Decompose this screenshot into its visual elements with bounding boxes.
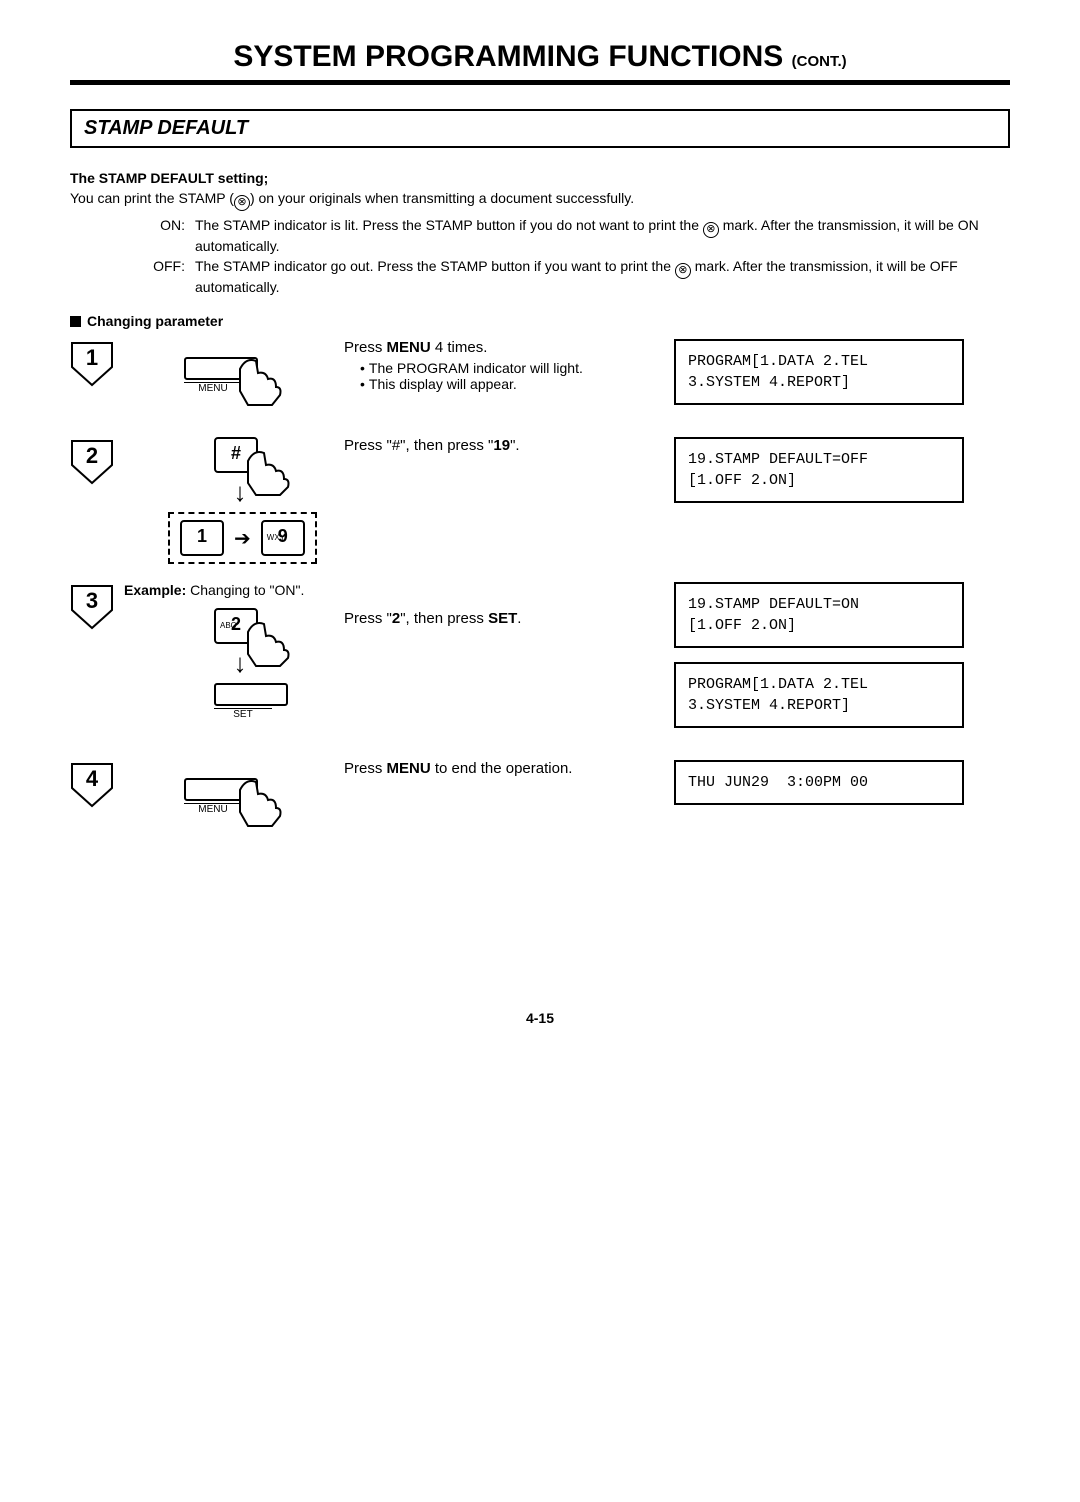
step-4-graphic: .. MENU bbox=[124, 760, 344, 830]
step-3-instruction: Press "2", then press SET. bbox=[344, 582, 674, 627]
key-2-sup: ABC bbox=[220, 612, 236, 640]
key-1-icon: 1 bbox=[180, 520, 224, 556]
page-number: 4-15 bbox=[70, 1010, 1010, 1026]
changing-heading-text: Changing parameter bbox=[87, 313, 223, 329]
step-4-instruction: Press MENU to end the operation. bbox=[344, 760, 674, 777]
step-3-row: 3 Example: Changing to "ON". ABC 2 ↓ .. … bbox=[70, 582, 1010, 742]
s4-suffix: to end the operation. bbox=[431, 760, 573, 777]
option-off-label: OFF: bbox=[130, 258, 185, 295]
key-9-sup: WXY bbox=[267, 524, 285, 552]
step-4-number: 4 bbox=[70, 766, 114, 792]
s4-prefix: Press bbox=[344, 760, 387, 777]
option-on-row: ON: The STAMP indicator is lit. Press th… bbox=[70, 217, 1010, 254]
option-off-body: The STAMP indicator go out. Press the ST… bbox=[195, 258, 1010, 295]
intro-text-b: ) on your originals when transmitting a … bbox=[250, 190, 634, 206]
page-title: SYSTEM PROGRAMMING FUNCTIONS (CONT.) bbox=[70, 40, 1010, 74]
s2-text-b: ". bbox=[510, 437, 520, 454]
section-title: STAMP DEFAULT bbox=[84, 117, 248, 139]
option-on-body: The STAMP indicator is lit. Press the ST… bbox=[195, 217, 1010, 254]
step-1-graphic: .. MENU bbox=[124, 339, 344, 409]
title-cont: (CONT.) bbox=[792, 53, 847, 70]
stamp-mark-icon: ⊗ bbox=[703, 222, 719, 238]
step-1-badge: 1 bbox=[70, 341, 114, 387]
s3-bold-2: SET bbox=[488, 610, 517, 627]
step-2-instruction: Press "#", then press "19". bbox=[344, 437, 674, 454]
step-2-row: 2 # ↓ 1 ➔ WXY 9 Press "#", then press "1… bbox=[70, 437, 1010, 564]
s3-text-b: ", then press bbox=[400, 610, 488, 627]
key-9-icon: WXY 9 bbox=[261, 520, 305, 556]
s3-example-text: Changing to "ON". bbox=[186, 582, 304, 598]
step-1-number: 1 bbox=[70, 345, 114, 371]
step-3-badge: 3 bbox=[70, 584, 114, 630]
s1-bullet-1: The PROGRAM indicator will light. bbox=[360, 360, 664, 376]
intro-text: You can print the STAMP (⊗) on your orig… bbox=[70, 190, 1010, 211]
step-2-number: 2 bbox=[70, 443, 114, 469]
step-2-display: 19.STAMP DEFAULT=OFF [1.OFF 2.ON] bbox=[674, 437, 964, 503]
hand-press-icon bbox=[232, 772, 292, 832]
setting-heading: The STAMP DEFAULT setting; bbox=[70, 170, 1010, 186]
s1-bold: MENU bbox=[387, 339, 431, 356]
step-3-graphic: Example: Changing to "ON". ABC 2 ↓ .. SE… bbox=[124, 582, 344, 720]
s3-text-c: . bbox=[517, 610, 521, 627]
option-off-row: OFF: The STAMP indicator go out. Press t… bbox=[70, 258, 1010, 295]
s2-bold: 19 bbox=[493, 437, 510, 454]
step-2-graphic: # ↓ 1 ➔ WXY 9 bbox=[124, 437, 344, 564]
step-4-row: 4 .. MENU Press MENU to end the operatio… bbox=[70, 760, 1010, 830]
step-1-display: PROGRAM[1.DATA 2.TEL 3.SYSTEM 4.REPORT] bbox=[674, 339, 964, 405]
on-text-a: The STAMP indicator is lit. Press the ST… bbox=[195, 217, 703, 233]
hand-press-icon bbox=[232, 351, 292, 411]
title-main: SYSTEM PROGRAMMING FUNCTIONS bbox=[233, 40, 783, 73]
title-rule bbox=[70, 80, 1010, 85]
step-3-display-1: 19.STAMP DEFAULT=ON [1.OFF 2.ON] bbox=[674, 582, 964, 648]
stamp-mark-icon: ⊗ bbox=[675, 263, 691, 279]
s3-bold-1: 2 bbox=[392, 610, 400, 627]
intro-text-a: You can print the STAMP ( bbox=[70, 190, 234, 206]
step-4-badge: 4 bbox=[70, 762, 114, 808]
s2-text-a: Press "#", then press " bbox=[344, 437, 493, 454]
step-1-row: 1 .. MENU Press MENU 4 times. The PROGRA… bbox=[70, 339, 1010, 419]
stamp-mark-icon: ⊗ bbox=[234, 195, 250, 211]
off-text-a: The STAMP indicator go out. Press the ST… bbox=[195, 258, 675, 274]
hand-press-icon bbox=[240, 443, 296, 499]
square-bullet-icon bbox=[70, 316, 81, 327]
s3-text-a: Press " bbox=[344, 610, 392, 627]
step-4-display: THU JUN29 3:00PM 00 bbox=[674, 760, 964, 805]
right-arrow-icon: ➔ bbox=[234, 526, 251, 551]
keypad-sequence: 1 ➔ WXY 9 bbox=[168, 512, 317, 564]
s1-suffix: 4 times. bbox=[431, 339, 488, 356]
set-button-label: SET bbox=[214, 708, 272, 720]
s1-bullet-2: This display will appear. bbox=[360, 376, 664, 392]
step-3-number: 3 bbox=[70, 588, 114, 614]
s4-bold: MENU bbox=[387, 760, 431, 777]
step-1-instruction: Press MENU 4 times. The PROGRAM indicato… bbox=[344, 339, 674, 392]
s3-example-label: Example: bbox=[124, 582, 186, 598]
option-on-label: ON: bbox=[130, 217, 185, 254]
section-heading-box: STAMP DEFAULT bbox=[70, 109, 1010, 148]
set-button-icon: .. bbox=[214, 683, 288, 706]
step-2-badge: 2 bbox=[70, 439, 114, 485]
changing-heading: Changing parameter bbox=[70, 313, 1010, 329]
step-3-display-2: PROGRAM[1.DATA 2.TEL 3.SYSTEM 4.REPORT] bbox=[674, 662, 964, 728]
s1-prefix: Press bbox=[344, 339, 387, 356]
hand-press-icon bbox=[240, 614, 296, 670]
